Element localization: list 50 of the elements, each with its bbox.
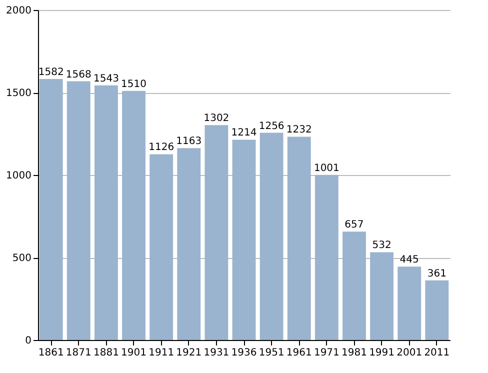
bar — [150, 154, 174, 340]
data-label: 532 — [372, 240, 392, 252]
x-tick-label: 1911 — [148, 348, 174, 358]
bar — [177, 148, 201, 340]
data-label: 1582 — [38, 66, 64, 78]
data-label: 1214 — [231, 128, 257, 139]
y-tick-label: 1000 — [6, 170, 32, 182]
x-tick-label: 1991 — [369, 348, 395, 358]
y-tick-label: 2000 — [6, 6, 32, 16]
data-label: 1510 — [121, 78, 146, 90]
bar — [425, 280, 449, 340]
x-tick-label: 1936 — [231, 348, 257, 358]
y-tick-label: 500 — [12, 253, 32, 264]
bar — [314, 174, 338, 340]
x-tick-label: 1951 — [258, 348, 284, 358]
data-label: 445 — [400, 254, 419, 266]
bar — [398, 266, 422, 340]
x-tick-label: 1971 — [314, 348, 340, 358]
data-label: 657 — [344, 220, 364, 231]
x-tick-label: 1981 — [342, 348, 367, 358]
data-label: 1543 — [93, 73, 119, 84]
data-label: 1163 — [176, 136, 202, 148]
bar — [204, 125, 228, 340]
x-tick-label: 1921 — [176, 348, 202, 358]
data-label: 1232 — [286, 124, 312, 136]
y-tick-label: 0 — [25, 336, 32, 346]
data-label: 1256 — [258, 120, 284, 132]
x-tick-label: 1901 — [121, 348, 146, 358]
bar — [39, 78, 63, 340]
bar — [94, 85, 118, 340]
x-tick-label: 2001 — [396, 348, 422, 358]
data-label: 1126 — [148, 142, 174, 154]
bar — [232, 140, 256, 340]
x-tick-label: 2011 — [424, 348, 450, 358]
data-label: 1568 — [66, 69, 92, 80]
bar — [370, 252, 394, 340]
bar — [66, 81, 90, 340]
x-tick-label: 1871 — [66, 348, 92, 358]
x-tick-label: 1931 — [204, 348, 230, 358]
bar — [342, 232, 366, 340]
x-tick-label: 1881 — [93, 348, 119, 358]
bar — [122, 90, 146, 340]
data-label: 1302 — [204, 113, 230, 124]
bar — [260, 132, 284, 340]
data-label: 361 — [427, 268, 446, 280]
x-tick-label: 1961 — [286, 348, 312, 358]
y-tick-label: 1500 — [6, 88, 32, 99]
x-tick-label: 1861 — [38, 348, 64, 358]
data-label: 1001 — [314, 162, 340, 174]
bar — [287, 136, 311, 340]
